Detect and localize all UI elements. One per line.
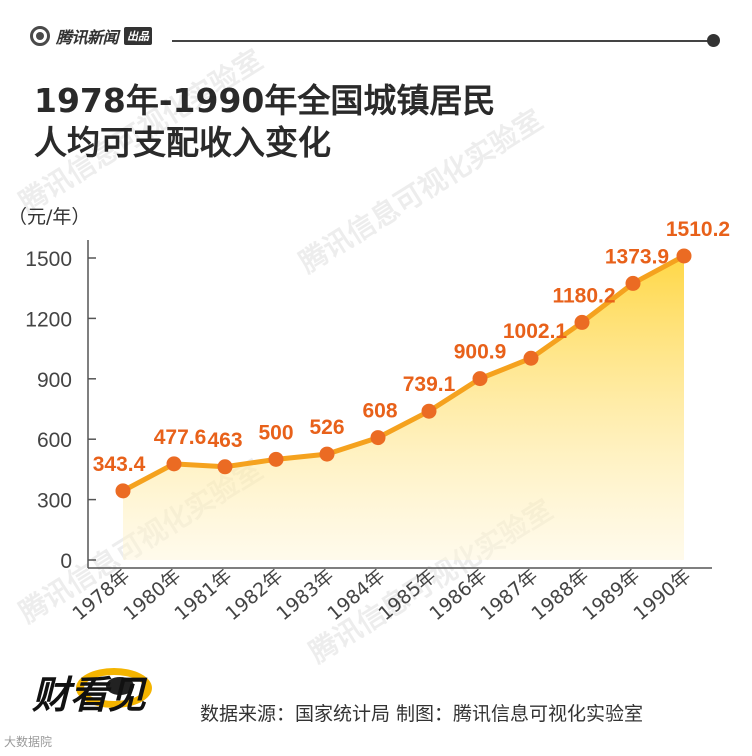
- x-tick-label: 1990年: [629, 565, 695, 625]
- data-point: [319, 446, 335, 462]
- brand-name: 腾讯新闻: [56, 28, 119, 47]
- data-source: 数据来源：国家统计局 制图：腾讯信息可视化实验室: [200, 703, 644, 725]
- y-tick-label: 1500: [25, 248, 72, 271]
- x-tick-label: 1978年: [68, 565, 134, 625]
- chart-title: 1978年-1990年全国城镇居民 人均可支配收入变化: [34, 80, 594, 164]
- data-point: [268, 451, 284, 467]
- area-fill: [123, 255, 684, 560]
- data-label: 1002.1: [503, 320, 568, 343]
- brand-sub: 出品: [124, 27, 153, 45]
- data-label: 526: [309, 416, 344, 439]
- data-point: [523, 350, 539, 366]
- brand: 腾讯新闻 出品: [30, 22, 153, 50]
- data-point: [625, 275, 641, 291]
- x-tick-label: 1987年: [476, 565, 542, 625]
- chart-title-line2: 人均可支配收入变化: [34, 123, 331, 162]
- data-label: 1180.2: [552, 284, 615, 307]
- header: 腾讯新闻 出品: [0, 0, 752, 80]
- data-label: 900.9: [454, 341, 507, 364]
- header-divider-dot: [707, 34, 720, 47]
- data-point: [421, 403, 437, 419]
- data-point: [217, 459, 233, 475]
- data-point: [676, 248, 692, 264]
- x-tick-label: 1989年: [578, 565, 644, 625]
- footer-logo-text: 财看见: [32, 673, 148, 717]
- x-tick-label: 1986年: [425, 565, 491, 625]
- header-divider: [172, 40, 712, 42]
- x-tick-label: 1982年: [221, 565, 287, 625]
- y-tick-label: 900: [37, 369, 72, 392]
- data-label: 477.6: [154, 426, 207, 449]
- data-point: [472, 371, 488, 387]
- data-label: 1373.9: [605, 245, 669, 268]
- chart-title-line1: 1978年-1990年全国城镇居民: [34, 81, 496, 120]
- data-label: 739.1: [403, 373, 456, 396]
- y-axis-unit: （元/年）: [8, 206, 91, 228]
- x-tick-label: 1981年: [170, 565, 236, 625]
- line-chart: 0 300 600 900 1200 1500 343.4 477.6 463 500 526 60…: [25, 218, 730, 625]
- data-label: 608: [362, 400, 397, 423]
- data-point: [574, 314, 590, 330]
- y-tick-label: 1200: [25, 308, 72, 331]
- corner-watermark: 大数据院: [4, 735, 53, 749]
- tencent-news-logo-icon: [30, 26, 50, 46]
- y-tick-label: 0: [60, 550, 72, 573]
- x-tick-label: 1985年: [374, 565, 440, 625]
- data-point: [115, 483, 131, 499]
- data-point: [370, 430, 386, 446]
- data-label: 463: [207, 429, 242, 452]
- data-label: 343.4: [93, 453, 146, 476]
- data-label: 500: [258, 421, 293, 444]
- y-tick-label: 300: [37, 490, 72, 513]
- x-tick-label: 1983年: [272, 565, 338, 625]
- data-label: 1510.2: [666, 218, 730, 241]
- series-line: [121, 253, 686, 494]
- x-tick-label: 1980年: [119, 565, 185, 625]
- x-tick-label: 1988年: [527, 565, 593, 625]
- y-tick-label: 600: [37, 429, 72, 452]
- x-tick-label: 1984年: [323, 565, 389, 625]
- data-point: [166, 456, 182, 472]
- caikanjian-logo: 财看见: [32, 668, 152, 717]
